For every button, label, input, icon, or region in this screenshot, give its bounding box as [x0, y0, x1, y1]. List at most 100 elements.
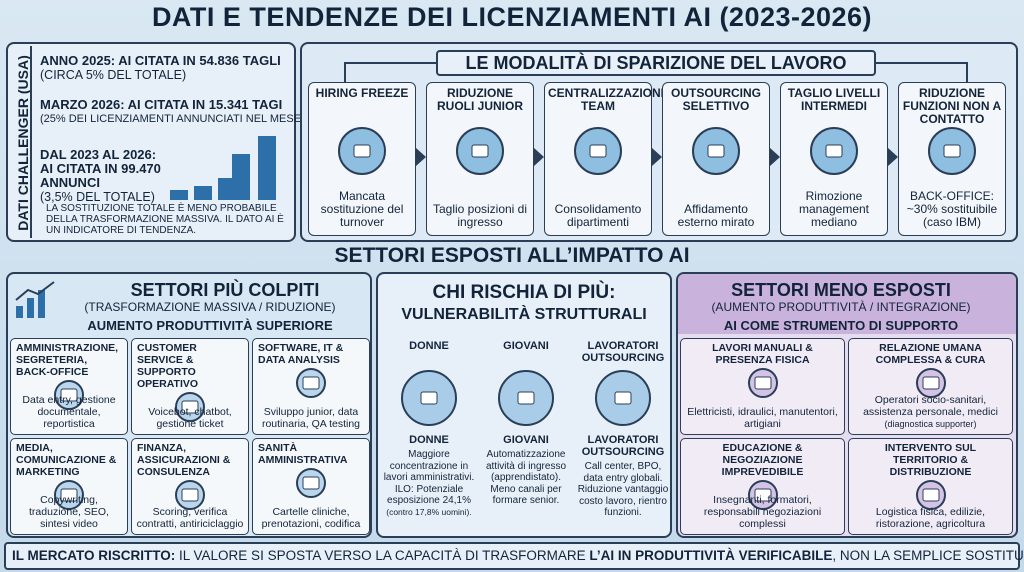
- sector-desc-text: Insegnanti, formatori, responsabili nego…: [703, 494, 822, 530]
- step-desc: BACK-OFFICE: ~30% sostituibile (caso IBM…: [906, 189, 998, 229]
- sector-title: MEDIA, COMUNICAZIONE & MARKETING: [16, 442, 117, 478]
- icon: [692, 127, 740, 175]
- sector-cell: CUSTOMER SERVICE & SUPPORTO OPERATIVO Voi…: [131, 338, 249, 435]
- sector-title: FINANZA, ASSICURAZIONI & CONSULENZA: [137, 442, 231, 478]
- icon: [915, 480, 946, 510]
- sector-title: SOFTWARE, IT & DATA ANALYSIS: [258, 342, 344, 366]
- sector-cell: INTERVENTO SUL TERRITORIO & DISTRIBUZION…: [848, 438, 1013, 535]
- step-card: CENTRALIZZAZIONE TEAM Consolidamento dipa…: [544, 82, 669, 236]
- decorative-bars: [170, 136, 276, 200]
- footer: IL MERCATO RISCRITTO: IL VALORE SI SPOST…: [4, 542, 1024, 570]
- risk-desc: Maggiore concentrazione in lavori ammini…: [383, 449, 475, 506]
- flow-line: [344, 62, 436, 82]
- sector-cell: MEDIA, COMUNICAZIONE & MARKETING Copywrit…: [10, 438, 128, 535]
- least-title: SETTORI MENO ESPOSTI: [731, 280, 951, 300]
- icon: [574, 127, 622, 175]
- step-title: CENTRALIZZAZIONE TEAM: [548, 86, 669, 113]
- step-title: OUTSOURCING SELETTIVO: [671, 86, 761, 113]
- sector-desc-text: Operatori socio-sanitari, assistenza per…: [863, 394, 998, 418]
- divider: [30, 46, 32, 238]
- sector-cell: AMMINISTRAZIONE, SEGRETERIA, BACK-OFFICE…: [10, 338, 128, 435]
- sector-title: RELAZIONE UMANA COMPLESSA & CURA: [875, 342, 986, 366]
- arrow: [534, 148, 544, 166]
- stat-sub: (3,5% DEL TOTALE): [40, 190, 155, 204]
- step-card: OUTSOURCING SELETTIVO Affidamento esterno…: [662, 82, 770, 236]
- sector-desc: Insegnanti, formatori, responsabili nego…: [684, 494, 841, 530]
- footer-end: , NON LA SEMPLICE SOSTITUZIONE.: [832, 548, 1024, 563]
- step-desc: Mancata sostituzione del turnover: [320, 189, 404, 229]
- sector-cell: FINANZA, ASSICURAZIONI & CONSULENZA Scori…: [131, 438, 249, 535]
- icon: [54, 380, 84, 410]
- risk-group: GIOVANI GIOVANI Automatizzazione attività …: [479, 340, 573, 536]
- least-header-bg: [678, 274, 1016, 334]
- stat-sub: (25% DEI LICENZIAMENTI ANNUNCIATI NEL ME…: [40, 113, 305, 125]
- icon: [747, 480, 778, 510]
- least-subtitle: (AUMENTO PRODUTTIVITÀ / INTEGRAZIONE): [711, 300, 971, 314]
- sector-desc-text: Logistica fisica, edilizie, ristorazione…: [875, 506, 986, 530]
- icon: [54, 480, 84, 510]
- sector-title: LAVORI MANUALI & PRESENZA FISICA: [712, 342, 813, 366]
- step-card: TAGLIO LIVELLI INTERMEDI Rimozione manage…: [780, 82, 888, 236]
- stat: DAL 2023 AL 2026: AI CITATA IN 99.470 ANN…: [40, 147, 180, 205]
- sector-title: AMMINISTRAZIONE, SEGRETERIA, BACK-OFFICE: [16, 342, 119, 378]
- sector-cell: SOFTWARE, IT & DATA ANALYSIS Sviluppo jun…: [252, 338, 370, 435]
- step-card: RIDUZIONE FUNZIONI NON A CONTATTO BACK-OF…: [898, 82, 1006, 236]
- sector-desc: Cartelle cliniche, prenotazioni, codific…: [261, 506, 361, 530]
- footer-bold: L’AI IN PRODUTTIVITÀ VERIFICABILE: [589, 548, 833, 563]
- arrow: [888, 148, 898, 166]
- step-desc: Rimozione management mediano: [798, 189, 870, 229]
- icon: [401, 370, 457, 426]
- risk-label: GIOVANI: [503, 340, 549, 352]
- sector-cell: RELAZIONE UMANA COMPLESSA & CURA Operator…: [848, 338, 1013, 435]
- stat: MARZO 2026: AI CITATA IN 15.341 TAGI (25%…: [40, 98, 305, 126]
- footer-text: IL VALORE SI SPOSTA VERSO LA CAPACITÀ DI…: [179, 548, 590, 563]
- risk-name: DONNE: [409, 434, 449, 446]
- modes-title: LE MODALITÀ DI SPARIZIONE DEL LAVORO: [436, 50, 876, 76]
- icon: [915, 368, 946, 398]
- icon: [747, 368, 778, 398]
- icon: [595, 370, 651, 426]
- icon: [338, 127, 386, 175]
- chart-icon: [15, 281, 55, 318]
- side-label: DATI CHALLENGER (USA): [15, 55, 31, 231]
- footer-lead: IL MERCATO RISCRITTO:: [12, 548, 176, 563]
- sector-cell: LAVORI MANUALI & PRESENZA FISICA Elettric…: [680, 338, 845, 435]
- stat: ANNO 2025: AI CITATA IN 54.836 TAGLI (CIR…: [40, 53, 281, 83]
- risk-subtitle: VULNERABILITÀ STRUTTURALI: [401, 306, 647, 323]
- risk-desc: Automatizzazione attività di ingresso (a…: [485, 449, 567, 506]
- sector-desc: Voicebot, chatbot, gestione ticket: [148, 406, 232, 430]
- risk-small: (contro 17,8% uomini).: [386, 506, 472, 517]
- step-title: HIRING FREEZE: [315, 86, 409, 100]
- arrow: [416, 148, 426, 166]
- step-title: TAGLIO LIVELLI INTERMEDI: [787, 86, 881, 113]
- stat-head: DAL 2023 AL 2026:: [40, 147, 157, 162]
- sector-desc: Sviluppo junior, data routinaria, QA tes…: [261, 406, 361, 430]
- step-desc: Taglio posizioni di ingresso: [432, 202, 528, 229]
- most-subtitle: (TRASFORMAZIONE MASSIVA / RIDUZIONE): [84, 300, 336, 314]
- risk-name: GIOVANI: [503, 434, 549, 446]
- arrow: [770, 148, 780, 166]
- risk-label: DONNE: [409, 340, 449, 352]
- icon: [175, 392, 205, 422]
- page-title: DATI E TENDENZE DEI LICENZIAMENTI AI (20…: [151, 2, 873, 32]
- step-card: RIDUZIONE RUOLI JUNIOR Taglio posizioni d…: [426, 82, 534, 236]
- icon: [175, 480, 205, 510]
- stat-head: ANNO 2025: AI CITATA IN 54.836 TAGLI: [40, 53, 281, 68]
- sector-title: EDUCAZIONE & NEGOZIAZIONE IMPREVEDIBILE: [721, 442, 804, 478]
- challenger-panel: [6, 42, 296, 242]
- sector-cell: EDUCAZIONE & NEGOZIAZIONE IMPREVEDIBILE I…: [680, 438, 845, 535]
- sector-desc: Data entry, gestione documentale, report…: [22, 394, 116, 430]
- icon: [296, 368, 326, 398]
- sector-desc-text: Elettricisti, idraulici, manutentori, ar…: [687, 406, 838, 430]
- risk-name: LAVORATORI OUTSOURCING: [581, 434, 665, 458]
- risk-group: DONNE DONNE Maggiore concentrazione in lav…: [382, 340, 476, 536]
- section-title: SETTORI ESPOSTI ALL’IMPATTO AI: [334, 244, 690, 267]
- risk-label: LAVORATORI OUTSOURCING: [581, 340, 665, 364]
- step-desc: Affidamento esterno mirato: [677, 202, 755, 229]
- icon: [810, 127, 858, 175]
- arrow: [652, 148, 662, 166]
- sector-desc: Copywriting, traduzione, SEO, sintesi vi…: [29, 494, 109, 530]
- step-card: HIRING FREEZE Mancata sostituzione del tu…: [308, 82, 416, 236]
- note: LA SOSTITUZIONE TOTALE È MENO PROBABILE …: [46, 203, 284, 236]
